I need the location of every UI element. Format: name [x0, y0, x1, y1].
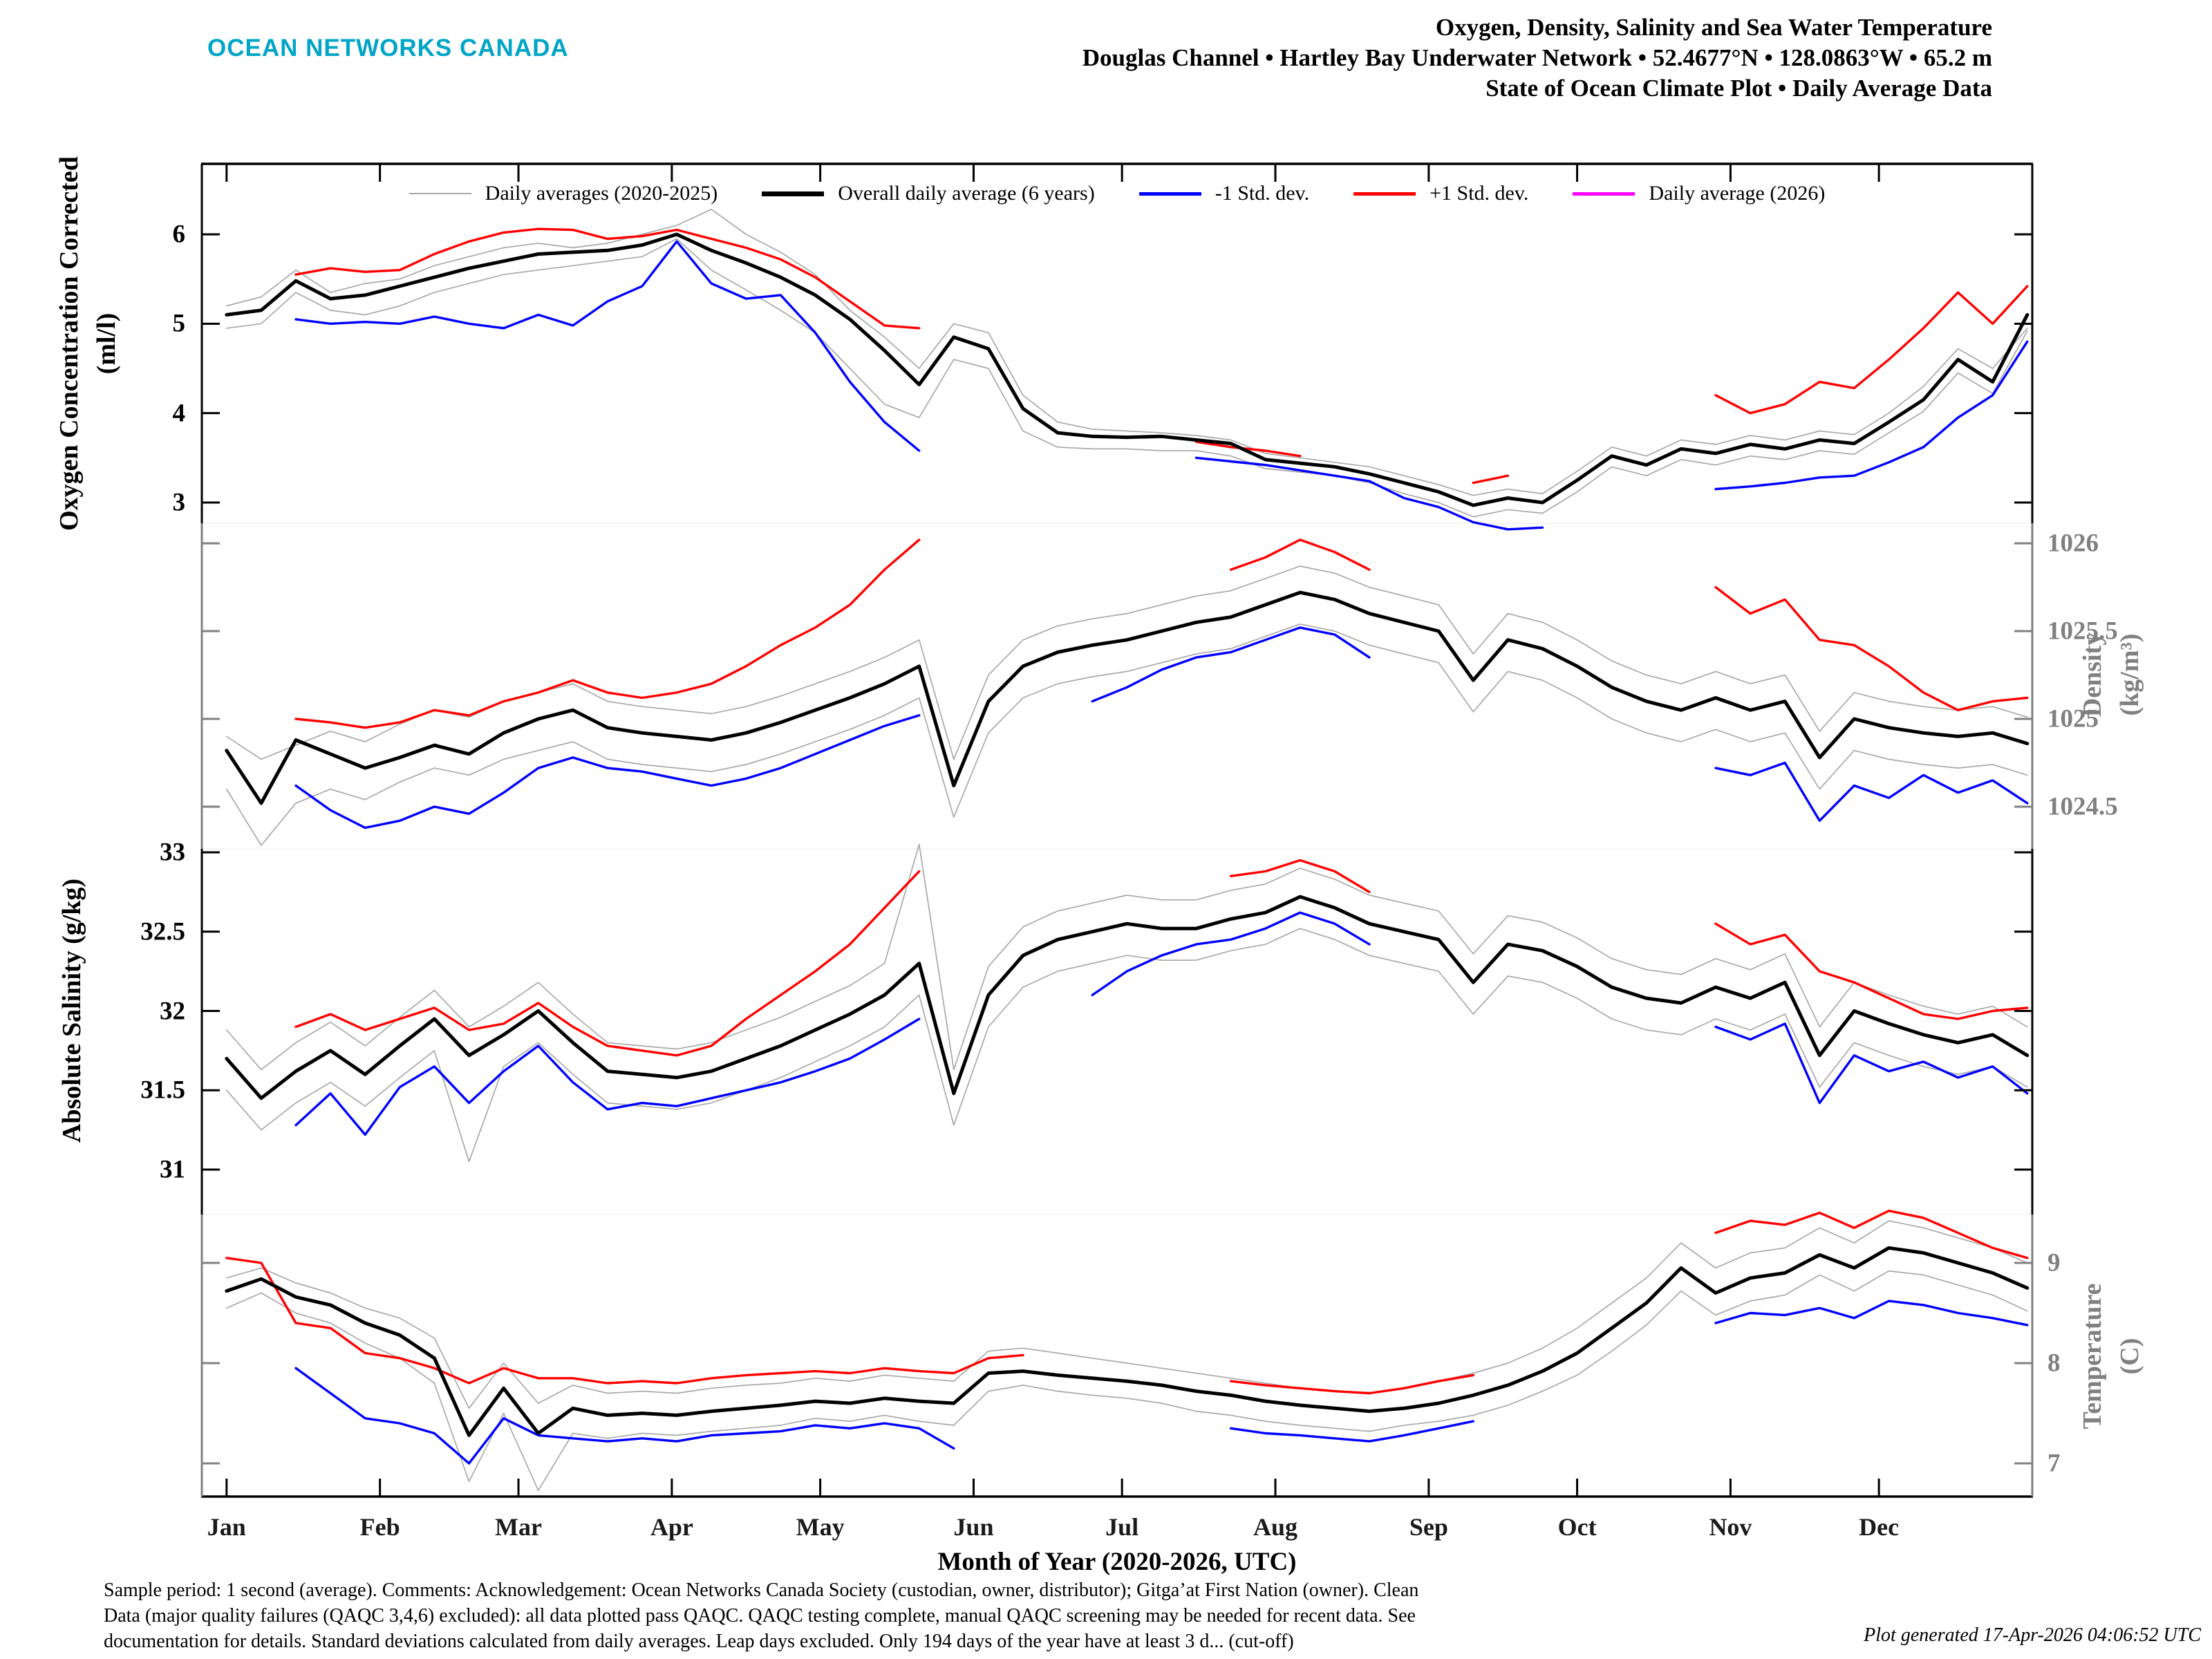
legend-item-1: Daily averages (2020-2025): [409, 182, 718, 205]
density-tick-label-1025.5: 1025.5: [2047, 617, 2118, 646]
month-tick-label-Jul: Jul: [1105, 1513, 1139, 1541]
month-tick-label-Jun: Jun: [953, 1513, 994, 1541]
legend-line-swatch: [409, 193, 471, 194]
oxygen-daily-average-year1-line: [225, 208, 2028, 496]
legend-item-2: Overall daily average (6 years): [762, 182, 1095, 205]
legend-item-3: -1 Std. dev.: [1138, 182, 1310, 205]
salinity-overall-average-line: [225, 894, 2030, 1100]
density-daily-average-year2-line: [225, 623, 2028, 846]
legend-line-swatch: [762, 191, 825, 196]
month-tick-label-Oct: Oct: [1557, 1513, 1597, 1541]
salinity-daily-average-year1-line: [225, 843, 2028, 1071]
temperature-tick-label-9: 9: [2047, 1248, 2061, 1277]
temperature-daily-average-year2-line: [225, 1270, 2028, 1492]
oxygen-daily-average-year2-line: [225, 238, 2028, 518]
density-minus1-std-line: [294, 714, 921, 830]
footer-comments: Sample period: 1 second (average). Comme…: [104, 1577, 1418, 1654]
salinity-tick-label-31.5: 31.5: [140, 1076, 185, 1105]
legend: Daily averages (2020-2025) Overall daily …: [202, 177, 2032, 210]
salinity-tick-label-32.5: 32.5: [140, 917, 185, 946]
oxygen-minus1-std-line: [1714, 340, 2029, 491]
salinity-minus1-std-line: [294, 1018, 921, 1136]
density-plus1-std-line: [1229, 538, 1371, 571]
density-minus1-std-line: [1091, 626, 1371, 703]
salinity-tick-label-32: 32: [160, 997, 185, 1025]
temperature-minus1-std-line: [1714, 1300, 2029, 1327]
legend-item-label: -1 Std. dev.: [1215, 182, 1310, 205]
month-tick-label-Mar: Mar: [495, 1513, 543, 1541]
y-axis-label-oxygen: Oxygen Concentration Corrected (ml/l): [55, 156, 121, 531]
onc-logo: OCEAN NETWORKS CANADA: [207, 35, 569, 62]
footer-comments-line2: Data (major quality failures (QAQC 3,4,6…: [104, 1605, 1416, 1627]
month-tick-label-Nov: Nov: [1709, 1513, 1752, 1541]
legend-item-label: Overall daily average (6 years): [838, 182, 1095, 205]
footer-comments-line3: documentation for details. Standard devi…: [104, 1631, 1294, 1652]
density-daily-average-year1-line: [225, 565, 2028, 760]
y-axis-label-temperature: Temperature (C): [2078, 1283, 2144, 1430]
month-tick-label-Dec: Dec: [1859, 1513, 1900, 1541]
temperature-plus1-std-line: [1714, 1209, 2029, 1259]
plot-generated-timestamp: Plot generated 17-Apr-2026 04:06:52 UTC: [1864, 1624, 2201, 1646]
figure-title: Oxygen, Density, Salinity and Sea Water …: [1435, 14, 1992, 41]
oxygen-plus1-std-line: [294, 227, 921, 330]
oxygen-tick-label-4: 4: [172, 399, 186, 428]
oxygen-plus1-std-line: [1472, 474, 1510, 485]
month-tick-label-Aug: Aug: [1253, 1513, 1298, 1541]
oxygen-tick-label-5: 5: [172, 309, 186, 338]
y-axis-label-salinity: Absolute Salinity (g/kg): [57, 878, 86, 1143]
oxygen-plus1-std-line: [1194, 440, 1302, 458]
temperature-minus1-std-line: [1229, 1420, 1475, 1443]
legend-item-label: Daily average (2026): [1649, 182, 1826, 205]
legend-line-swatch: [1573, 191, 1635, 196]
legend-line-swatch: [1353, 191, 1416, 196]
salinity-minus1-std-line: [1714, 1022, 2029, 1105]
density-minus1-std-line: [1714, 761, 2029, 823]
salinity-tick-label-33: 33: [160, 838, 185, 867]
oxygen-tick-label-6: 6: [172, 220, 186, 249]
oxygen-minus1-std-line: [294, 240, 921, 452]
temperature-tick-label-7: 7: [2047, 1449, 2061, 1478]
salinity-plus1-std-line: [1229, 859, 1371, 894]
figure-plot-type: State of Ocean Climate Plot • Daily Aver…: [1485, 75, 1992, 102]
month-tick-label-Jan: Jan: [207, 1513, 246, 1541]
density-overall-average-line: [225, 590, 2030, 805]
legend-item-label: Daily averages (2020-2025): [485, 182, 718, 205]
temperature-tick-label-8: 8: [2047, 1349, 2061, 1378]
density-tick-label-1025: 1025: [2047, 704, 2099, 733]
month-tick-label-May: May: [796, 1513, 845, 1541]
legend-item-label: +1 Std. dev.: [1430, 182, 1529, 205]
temperature-daily-average-year1-line: [225, 1220, 2028, 1409]
legend-line-swatch: [1138, 191, 1201, 196]
footer-comments-line1: Sample period: 1 second (average). Comme…: [104, 1580, 1419, 1601]
x-axis-label: Month of Year (2020-2026, UTC): [937, 1548, 1297, 1576]
figure-subtitle: Douglas Channel • Hartley Bay Underwater…: [1082, 44, 1992, 71]
oxygen-overall-average-line: [225, 232, 2030, 507]
temperature-plus1-std-line: [225, 1257, 1024, 1385]
month-tick-label-Feb: Feb: [359, 1513, 400, 1541]
legend-item-5: Daily average (2026): [1573, 182, 1825, 205]
temperature-plus1-std-line: [1229, 1374, 1475, 1395]
density-plus1-std-line: [294, 538, 921, 729]
salinity-daily-average-year2-line: [225, 928, 2028, 1163]
salinity-tick-label-31: 31: [160, 1155, 185, 1184]
density-plus1-std-line: [1714, 585, 2029, 712]
density-tick-label-1026: 1026: [2047, 529, 2099, 558]
oxygen-plus1-std-line: [1714, 285, 2029, 415]
month-tick-label-Sep: Sep: [1409, 1513, 1448, 1541]
temperature-minus1-std-line: [294, 1367, 955, 1465]
salinity-plus1-std-line: [294, 870, 921, 1057]
legend-item-4: +1 Std. dev.: [1353, 182, 1528, 205]
oxygen-minus1-std-line: [1194, 456, 1544, 531]
temperature-overall-average-line: [225, 1246, 2030, 1437]
oxygen-tick-label-3: 3: [172, 488, 186, 517]
month-tick-label-Apr: Apr: [650, 1513, 693, 1541]
title-block: Oxygen, Density, Salinity and Sea Water …: [1082, 12, 1992, 104]
salinity-plus1-std-line: [1714, 922, 2029, 1020]
density-tick-label-1024.5: 1024.5: [2047, 792, 2118, 821]
salinity-minus1-std-line: [1091, 911, 1371, 997]
